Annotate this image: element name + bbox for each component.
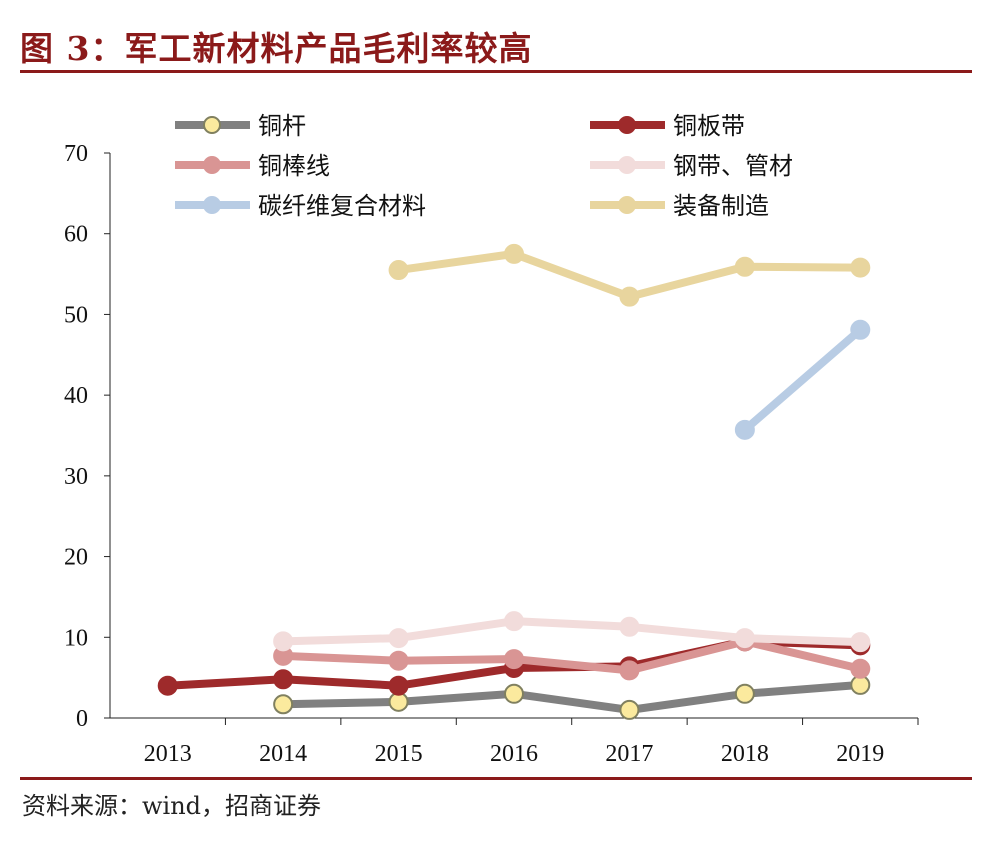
data-point [504,683,524,704]
legend-label: 铜棒线 [258,153,330,180]
data-point [850,632,871,653]
data-point [619,616,640,637]
data-point [619,660,640,681]
y-tick-label: 70 [64,141,88,167]
legend-marker [203,196,221,214]
y-tick-label: 60 [64,222,88,248]
x-tick-label: 2017 [605,741,653,767]
series-line-3 [283,617,861,647]
x-tick-label: 2018 [721,741,769,767]
bottom-rule [20,777,972,780]
series-line-2 [282,637,862,675]
data-point [504,649,524,670]
data-point [388,675,409,696]
data-point [850,319,871,340]
data-point [850,257,871,278]
title-rule [20,70,972,73]
series-line-4 [742,326,863,433]
data-point [273,631,294,652]
legend-label: 钢带、管材 [673,153,793,180]
y-tick-label: 40 [64,383,88,409]
data-point [388,650,409,671]
data-point [734,683,755,704]
x-tick-label: 2015 [375,741,423,767]
data-point [273,694,294,715]
y-tick-label: 0 [76,706,88,732]
figure-title: 图 3：军工新材料产品毛利率较高 [20,29,533,68]
legend-label: 装备制造 [673,193,769,220]
data-point [504,611,524,632]
y-tick-label: 50 [64,302,88,328]
legend-marker [203,156,221,174]
legend-label: 铜杆 [258,113,306,140]
x-tick-label: 2019 [836,741,884,767]
data-point [273,669,294,690]
x-tick-label: 2013 [144,741,192,767]
data-point [619,286,640,307]
data-point [504,243,524,264]
legend-marker [618,156,636,174]
legend-marker [618,196,636,214]
y-tick-label: 20 [64,545,88,571]
data-point [619,699,640,720]
x-tick-label: 2016 [490,741,538,767]
series-line-0 [283,680,861,714]
legend-marker [618,116,636,134]
data-point [734,256,755,277]
data-point [850,658,871,679]
data-point [734,628,755,649]
legend-label: 碳纤维复合材料 [258,193,426,220]
legend-marker [203,116,221,134]
legend-label: 铜板带 [673,113,745,140]
data-point [388,260,409,281]
data-point [388,628,409,649]
source-note: 资料来源：wind，招商证券 [22,792,322,820]
x-tick-label: 2014 [259,741,307,767]
y-tick-label: 30 [64,464,88,490]
data-point [157,675,178,696]
data-point [734,419,755,440]
y-tick-label: 10 [64,625,88,651]
